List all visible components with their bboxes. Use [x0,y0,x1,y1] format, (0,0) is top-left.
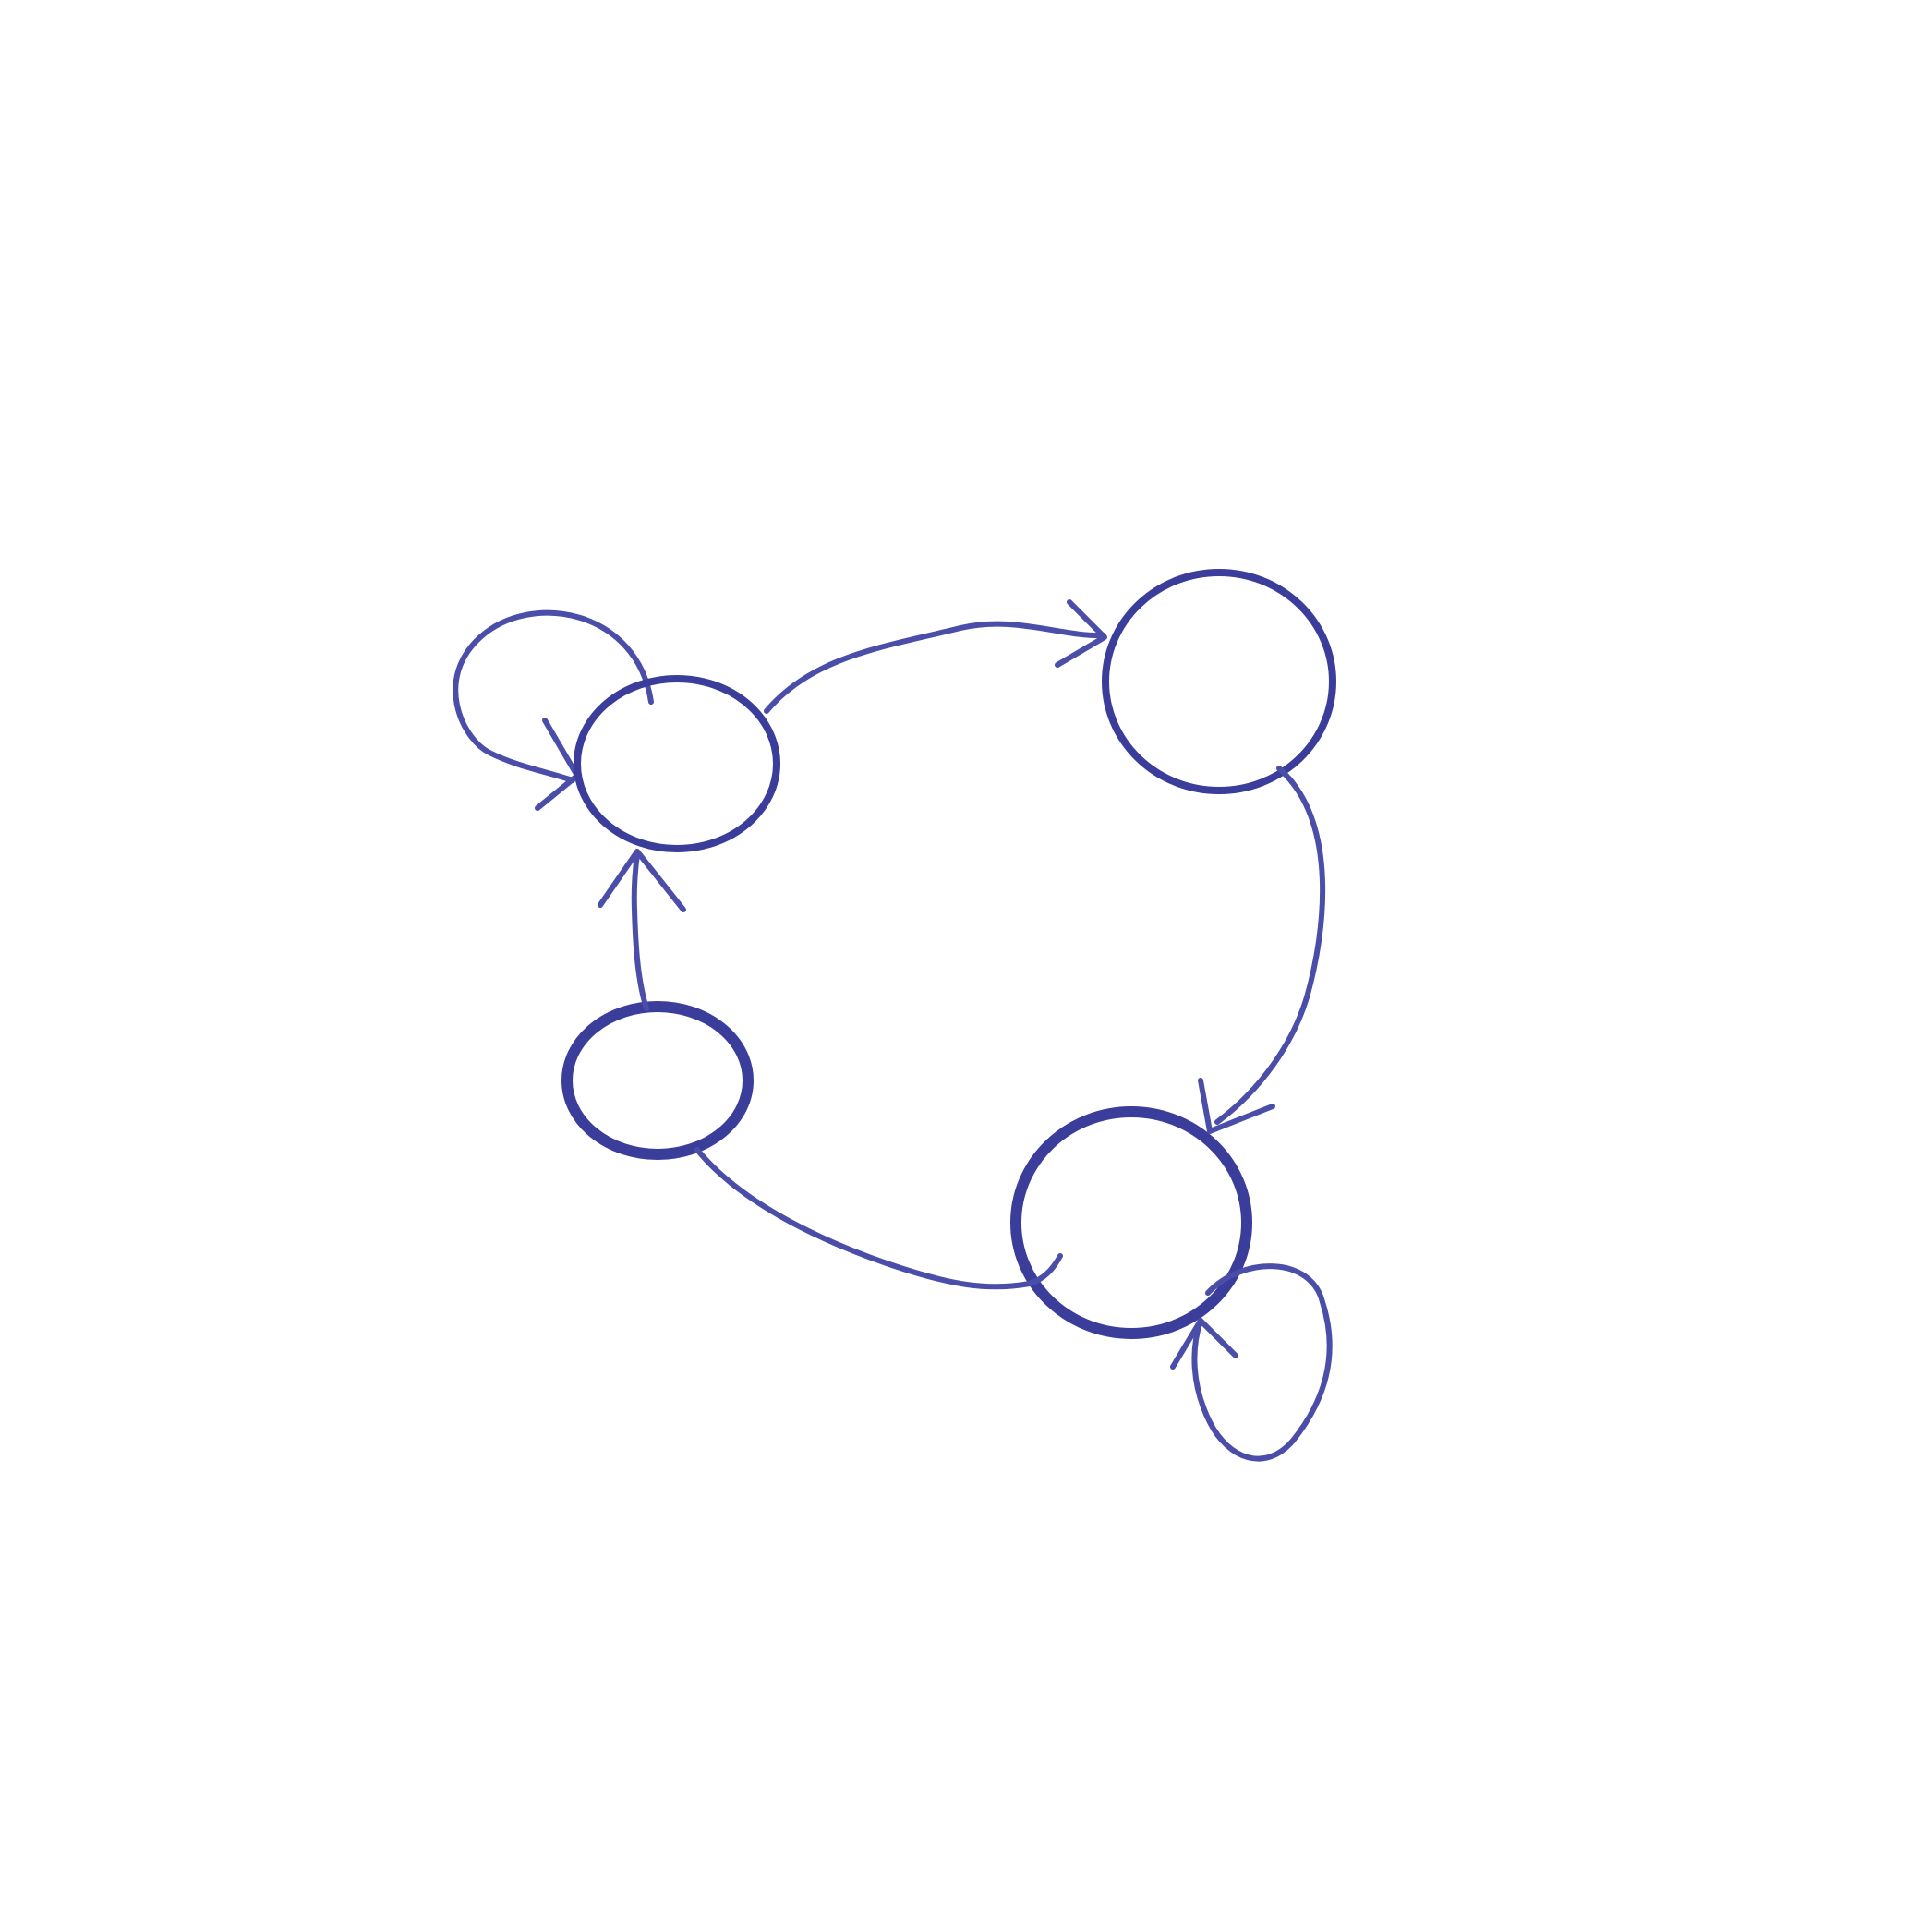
arrowhead-n4-n1 [598,849,686,912]
node-n2 [1102,569,1336,794]
edge-n4-n3 [694,1147,1063,1290]
edge-n2-n3 [1214,766,1326,1125]
edge-n4-n1 [631,851,649,1011]
arrowhead-n2-n3 [1198,1078,1275,1134]
node-n1 [574,675,780,852]
self-loop-n1 [453,609,654,783]
arrowhead-n1-n2 [1055,599,1107,668]
node-n3 [1010,1106,1252,1339]
arrowhead-loop-n3 [1170,1318,1238,1370]
self-loop-n3 [1191,1263,1333,1462]
node-n4 [561,1001,754,1160]
arrowhead-loop-n1 [535,718,580,811]
edge-n1-n2 [764,621,1106,714]
